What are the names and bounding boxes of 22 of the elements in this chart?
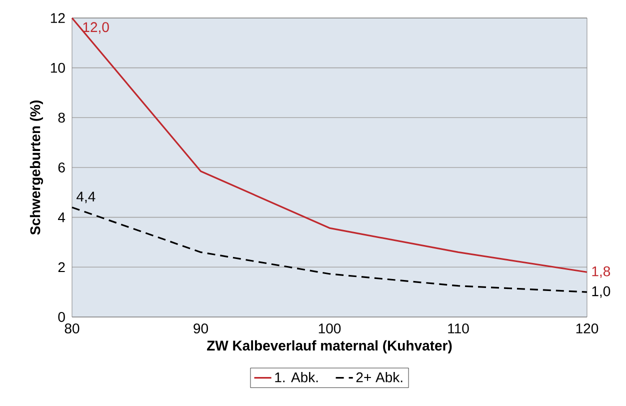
data-label: 12,0 (83, 22, 109, 34)
y-tick-label: 12 (50, 13, 65, 23)
x-axis-title: ZW Kalbeverlauf maternal (Kuhvater) (207, 340, 452, 354)
y-tick-label: 6 (58, 162, 65, 172)
line-series (71, 206, 588, 293)
y-tick-label: 8 (58, 112, 65, 123)
y-tick-label: 4 (58, 212, 66, 222)
y-tick-label: 0 (58, 312, 65, 322)
data-label: 1,0 (592, 286, 610, 298)
x-tick-label: 80 (64, 324, 80, 334)
y-tick-label: 2 (58, 262, 65, 272)
x-tick-label: 120 (576, 324, 598, 334)
legend-label: 2+ Abk. (356, 372, 402, 382)
y-tick-label: 10 (50, 62, 65, 73)
x-tick-label: 110 (448, 324, 469, 334)
y-axis-title: Schwergeburten (%) (30, 100, 44, 235)
data-label: 1,8 (592, 266, 610, 278)
data-label: 4,4 (76, 192, 96, 204)
legend-label: 1. Abk. (275, 372, 318, 382)
x-tick-label: 90 (194, 324, 208, 334)
line-series (71, 17, 588, 273)
x-tick-label: 100 (318, 324, 341, 334)
